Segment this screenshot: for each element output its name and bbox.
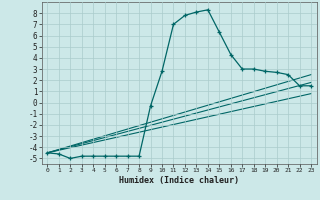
X-axis label: Humidex (Indice chaleur): Humidex (Indice chaleur) [119, 176, 239, 185]
